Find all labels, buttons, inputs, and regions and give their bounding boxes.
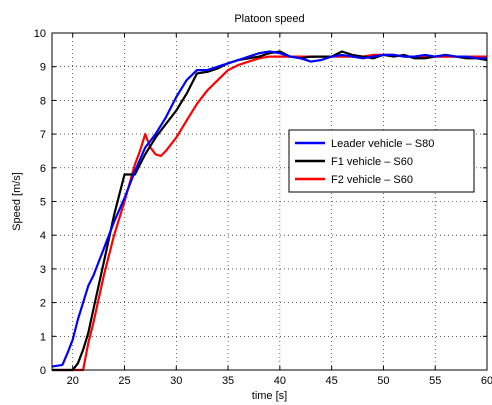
legend: Leader vehicle – S80 F1 vehicle – S60 F2… — [288, 129, 475, 193]
x-tick-label: 50 — [377, 375, 389, 387]
x-tick-label: 55 — [429, 375, 441, 387]
y-tick-label: 3 — [40, 264, 46, 276]
y-axis-title: Speed [m/s] — [11, 172, 23, 231]
y-tick-label: 8 — [40, 95, 46, 107]
y-tick-label: 9 — [40, 62, 46, 74]
x-tick-label: 60 — [481, 375, 492, 387]
x-axis-title: time [s] — [252, 390, 287, 402]
legend-label-f2: F2 vehicle – S60 — [331, 174, 413, 186]
x-tick-label: 35 — [222, 375, 234, 387]
y-tick-label: 7 — [40, 129, 46, 141]
y-tick-label: 4 — [40, 230, 46, 242]
y-tick-label: 5 — [40, 197, 46, 209]
x-tick-label: 40 — [274, 375, 286, 387]
y-tick-label: 10 — [34, 28, 46, 40]
series-lines — [51, 50, 488, 372]
x-tick-label: 25 — [118, 375, 130, 387]
x-tick-label: 45 — [326, 375, 338, 387]
y-tick-label: 2 — [40, 298, 46, 310]
y-tick-label: 0 — [40, 365, 46, 377]
legend-label-leader: Leader vehicle – S80 — [331, 138, 434, 150]
series-line-f1 — [52, 50, 488, 372]
chart-title: Platoon speed — [234, 13, 304, 25]
legend-label-f1: F1 vehicle – S60 — [331, 156, 413, 168]
series-line-leader — [51, 50, 487, 368]
y-tick-label: 6 — [40, 163, 46, 175]
x-tick-label: 30 — [170, 375, 182, 387]
x-tick-label: 20 — [67, 375, 79, 387]
y-tick-label: 1 — [40, 331, 46, 343]
